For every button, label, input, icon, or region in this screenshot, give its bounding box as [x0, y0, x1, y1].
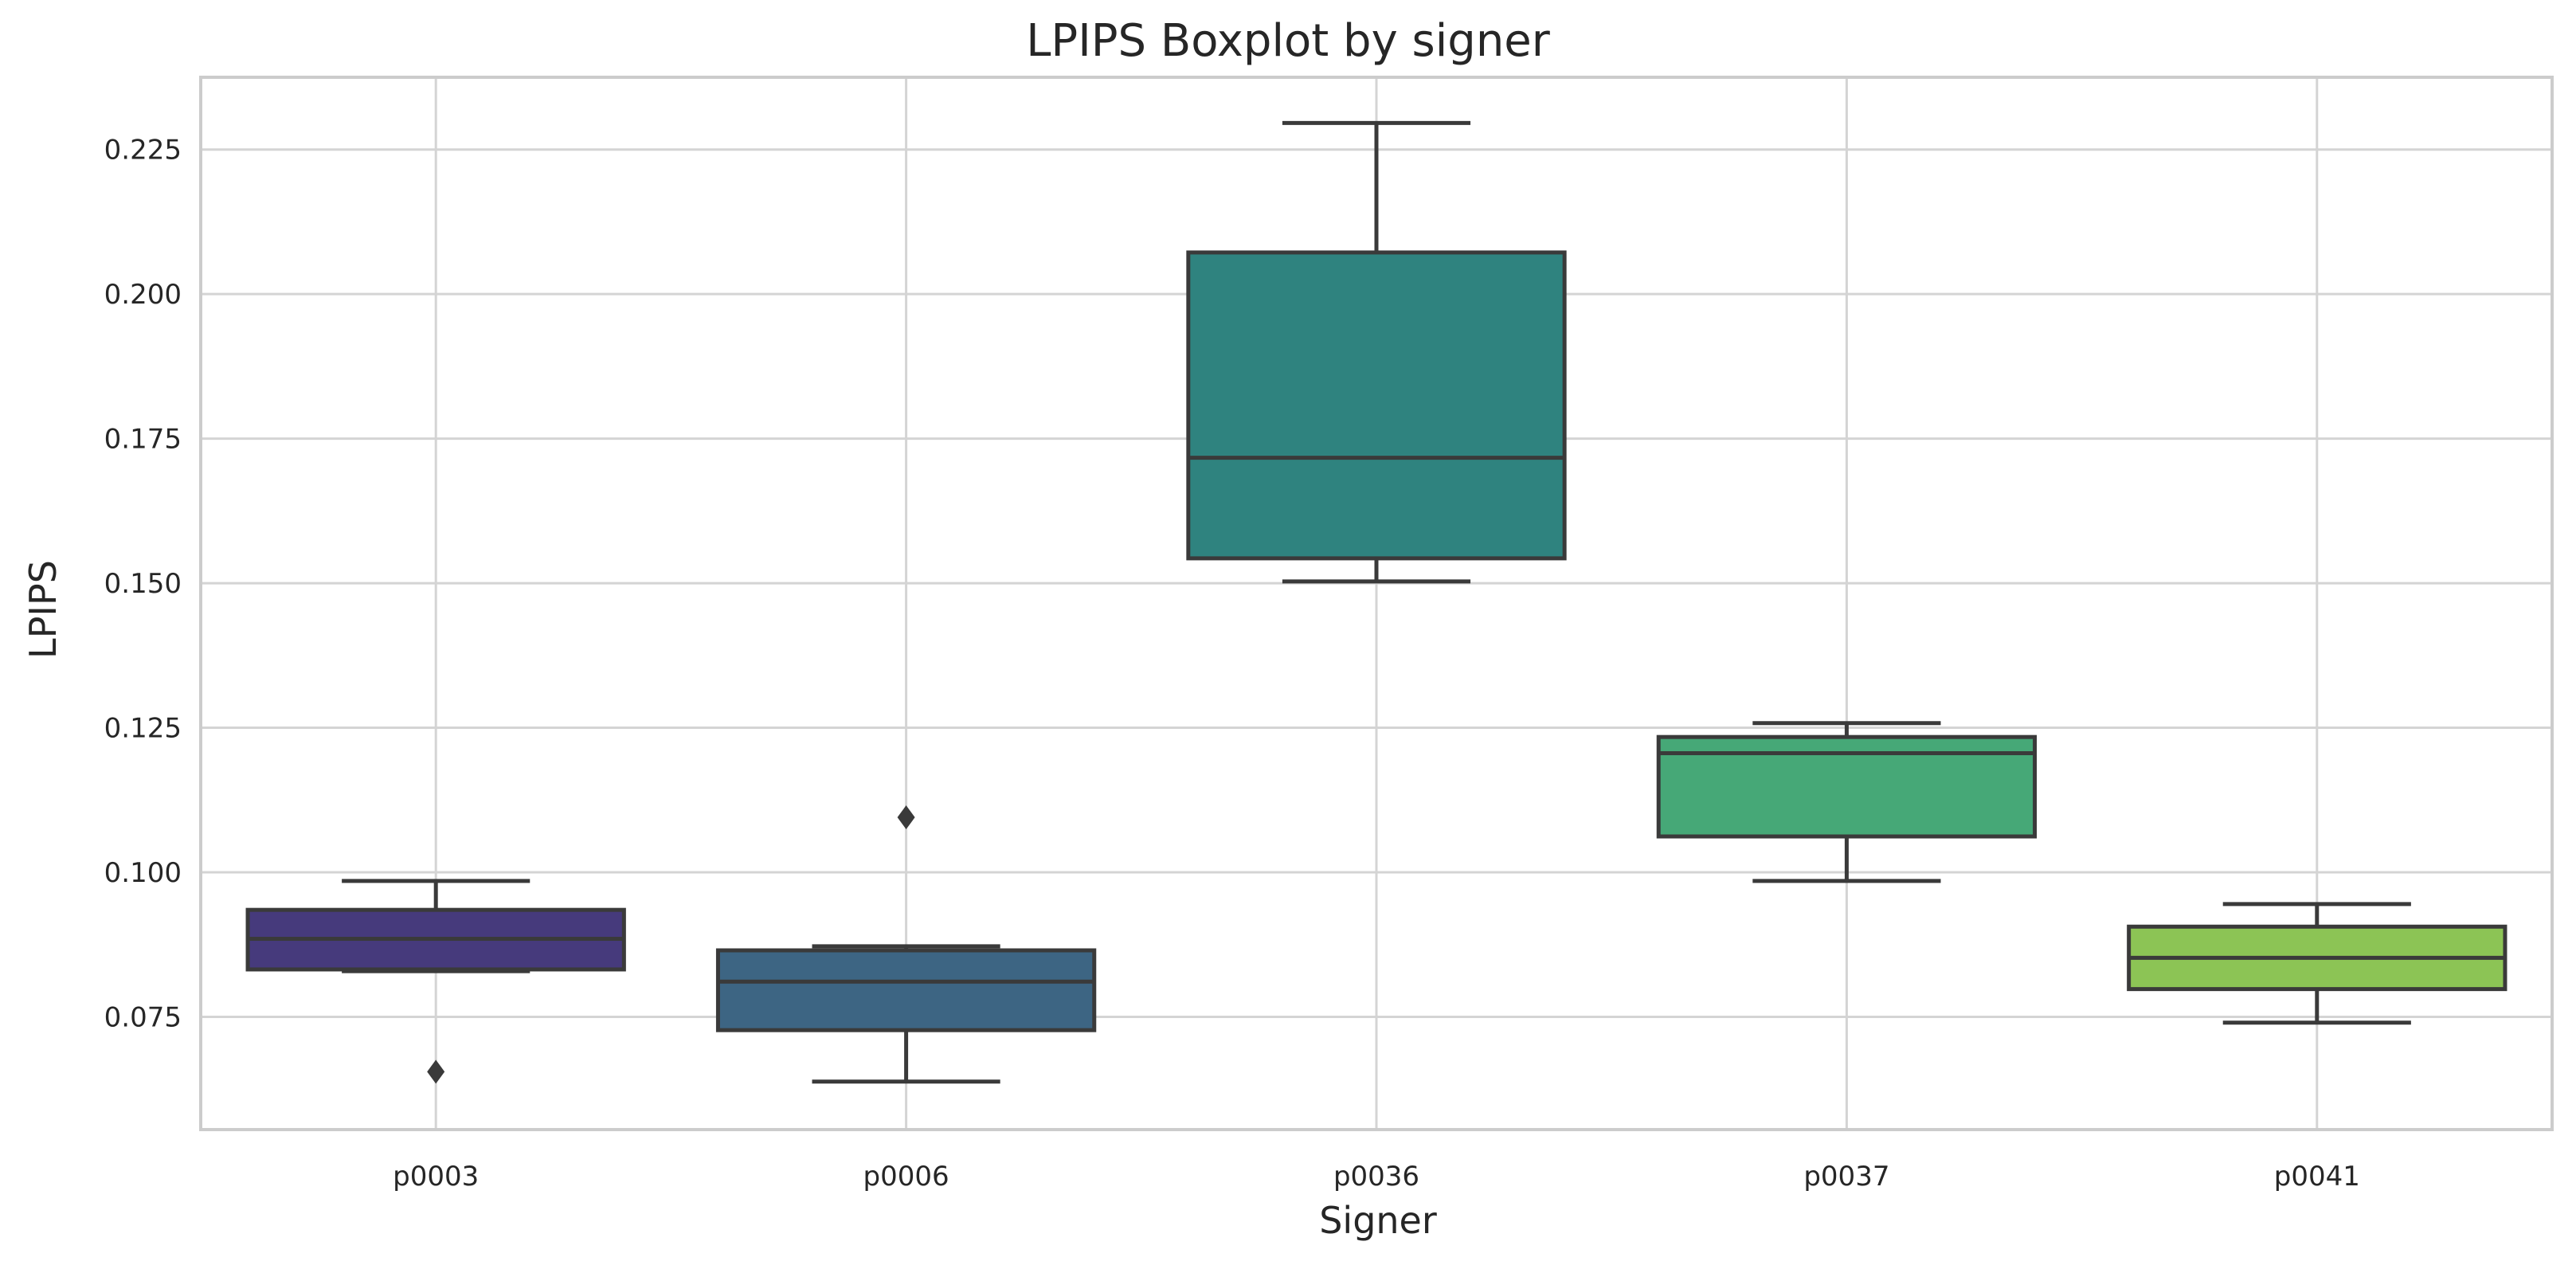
box-series: [245, 120, 2507, 1084]
box-group-p0036: [1186, 120, 1567, 584]
tick-labels: 0.075 0.100 0.125 0.150 0.175 0.200 0.225 p0003…: [104, 135, 2360, 1193]
x-tick-label: p0003: [393, 1161, 479, 1193]
x-tick-label: p0036: [1333, 1161, 1419, 1193]
chart-title: LPIPS Boxplot by signer: [1026, 15, 1551, 67]
x-tick-label: p0037: [1803, 1161, 1889, 1193]
x-tick-label: p0041: [2274, 1161, 2360, 1193]
box-body: [715, 948, 1097, 1032]
y-tick-label: 0.125: [104, 713, 182, 745]
y-axis-label: LPIPS: [22, 560, 65, 659]
box-group-p0006: [715, 805, 1097, 1084]
box-group-p0003: [245, 879, 626, 1084]
outlier-marker: [427, 1059, 445, 1084]
box-group-p0041: [2127, 902, 2507, 1025]
y-tick-label: 0.175: [104, 424, 182, 456]
y-tick-label: 0.075: [104, 1001, 182, 1033]
box-body: [1186, 250, 1567, 561]
y-tick-label: 0.200: [104, 279, 182, 311]
plot-frame: [199, 76, 2554, 1131]
y-tick-label: 0.150: [104, 568, 182, 600]
box-group-p0037: [1656, 721, 2038, 883]
x-tick-label: p0006: [863, 1161, 949, 1193]
y-tick-label: 0.100: [104, 857, 182, 889]
outlier-marker: [897, 805, 915, 830]
x-axis-label: Signer: [1319, 1199, 1437, 1242]
y-tick-label: 0.225: [104, 135, 182, 166]
